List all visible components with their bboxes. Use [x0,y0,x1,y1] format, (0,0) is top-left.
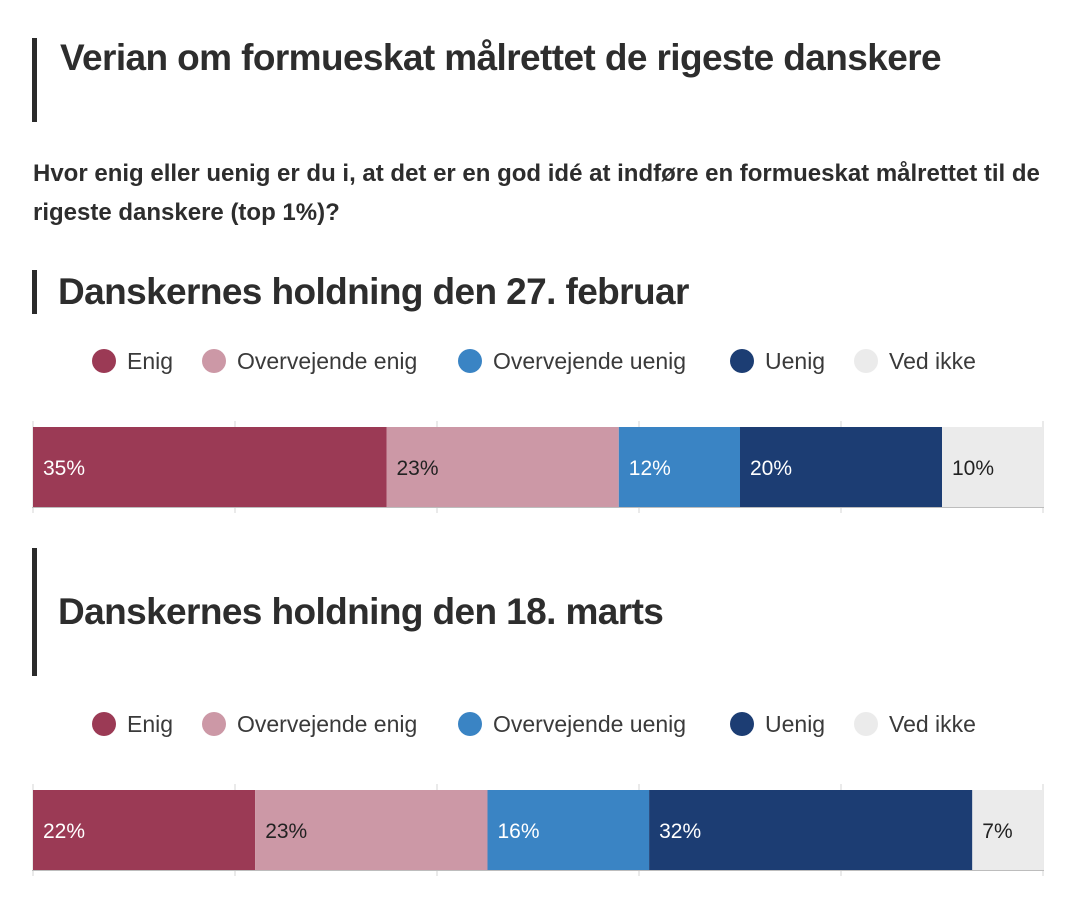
bar-segment-uenig [649,790,973,870]
legend-label-ved-ikke: Ved ikke [889,348,976,374]
legend-label-overvejende-uenig: Overvejende uenig [493,711,687,737]
chart1-accent-bar [32,270,37,314]
chart1-svg: 35% 23% 12% 20% 10% [32,421,1044,513]
legend-label-enig: Enig [127,348,174,374]
legend-label-enig: Enig [127,711,174,737]
bar-segment-overvejende-uenig [618,427,740,507]
data-label-uenig: 32% [659,820,701,843]
legend-swatch-uenig [730,349,754,373]
chart2-plot: 22% 23% 16% 32% 7% [32,775,1044,885]
bar-segment-ved-ikke [972,790,1043,870]
bar-segment-overvejende-uenig [487,790,650,870]
bar-segment-uenig [740,427,942,507]
chart2-title: Danskernes holdning den 18. marts [58,591,664,632]
legend-label-uenig: Uenig [765,348,826,374]
legend-label-ved-ikke: Ved ikke [889,711,976,737]
bar-segment-overvejende-enig [386,427,619,507]
legend-swatch-uenig [730,712,754,736]
chart2-svg: 22% 23% 16% 32% 7% [32,784,1044,876]
legend-label-overvejende-enig: Overvejende enig [237,348,418,374]
data-label-overvejende-enig: 23% [397,457,439,480]
legend-swatch-enig [92,712,116,736]
data-label-uenig: 20% [750,457,792,480]
legend-swatch-overvejende-enig [202,712,226,736]
legend-swatch-enig [92,349,116,373]
title-accent-bar [32,38,37,122]
legend-swatch-ved-ikke [854,349,878,373]
data-label-ved-ikke: 10% [952,457,994,480]
page-title: Verian om formueskat målrettet de rigest… [60,37,942,78]
data-label-overvejende-uenig: 12% [629,457,671,480]
legend-swatch-overvejende-enig [202,349,226,373]
bar-segment-enig [33,427,387,507]
data-label-overvejende-uenig: 16% [498,820,540,843]
legend-label-overvejende-enig: Overvejende enig [237,711,418,737]
legend-swatch-overvejende-uenig [458,712,482,736]
data-label-enig: 35% [43,457,85,480]
legend-label-overvejende-uenig: Overvejende uenig [493,348,687,374]
chart1-title: Danskernes holdning den 27. februar [58,271,689,312]
data-label-ved-ikke: 7% [982,820,1012,843]
bar-segment-overvejende-enig [255,790,488,870]
legend-swatch-overvejende-uenig [458,349,482,373]
bar-segment-enig [33,790,256,870]
bar-segment-ved-ikke [942,427,1043,507]
page-subtitle: Hvor enig eller uenig er du i, at det er… [33,160,1040,226]
chart2-accent-bar [32,548,37,676]
data-label-enig: 22% [43,820,85,843]
legend-swatch-ved-ikke [854,712,878,736]
chart1-plot: 35% 23% 12% 20% 10% [32,412,1044,522]
data-label-overvejende-enig: 23% [265,820,307,843]
legend-label-uenig: Uenig [765,711,826,737]
